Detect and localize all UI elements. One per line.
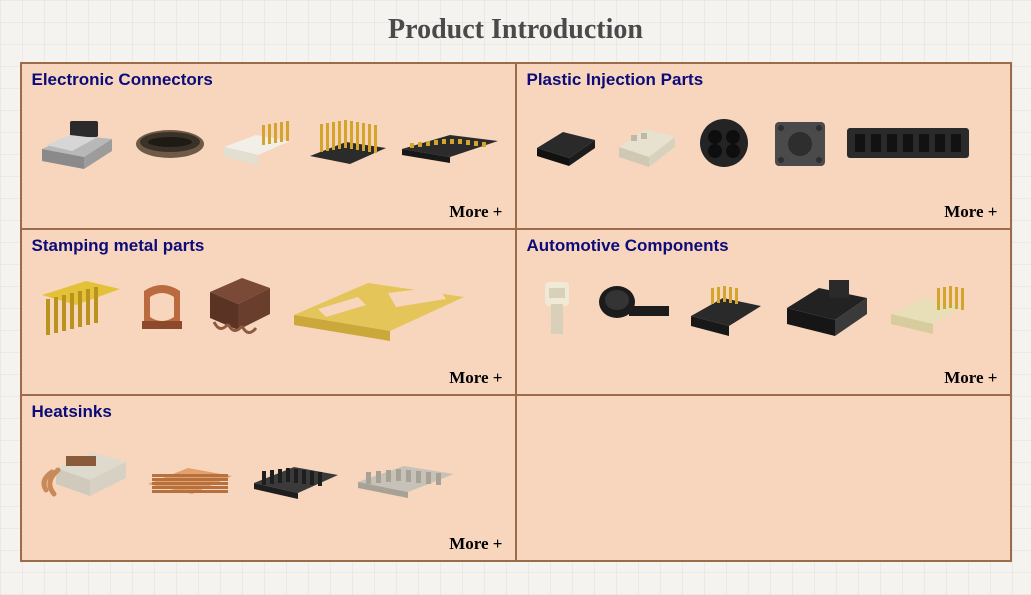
product-usb-a-silver: [36, 101, 122, 183]
cell-empty: [516, 395, 1011, 561]
product-brass-flat-frame: [288, 267, 468, 349]
product-pin-header-double-row: [306, 101, 390, 183]
cell-heatsinks: Heatsinks: [21, 395, 516, 561]
more-link[interactable]: More +: [944, 368, 997, 388]
product-black-bracket-pins: [683, 267, 769, 349]
product-copper-fin-stack: [142, 433, 238, 515]
item-row: [32, 426, 505, 522]
item-row: [32, 260, 505, 356]
cell-plastic-injection-parts: Plastic Injection Parts: [516, 63, 1011, 229]
cell-automotive-components: Automotive Components: [516, 229, 1011, 395]
more-link[interactable]: More +: [944, 202, 997, 222]
cell-title: Stamping metal parts: [32, 236, 505, 256]
cell-title: Electronic Connectors: [32, 70, 505, 90]
more-link[interactable]: More +: [449, 368, 502, 388]
product-usb-c-dark: [132, 101, 208, 183]
product-grid: Electronic Connectors: [20, 62, 1012, 562]
page-title: Product Introduction: [0, 14, 1031, 46]
cell-electronic-connectors: Electronic Connectors: [21, 63, 516, 229]
product-copper-heatpipe-block: [36, 433, 132, 515]
item-row: [527, 260, 1000, 356]
cell-title: Plastic Injection Parts: [527, 70, 1000, 90]
product-copper-c-clip: [134, 267, 190, 349]
product-brown-coil-shield: [200, 267, 278, 349]
more-link[interactable]: More +: [449, 202, 502, 222]
more-link[interactable]: More +: [449, 534, 502, 554]
product-black-long-module: [843, 101, 973, 183]
product-yellow-pin-rake: [36, 267, 124, 349]
product-white-header-gold-pins: [218, 101, 296, 183]
product-grey-square-mount: [767, 101, 833, 183]
product-black-round-sensor: [593, 267, 673, 349]
cell-title: Automotive Components: [527, 236, 1000, 256]
product-beige-header-gold: [885, 267, 971, 349]
product-beige-connector-body: [611, 101, 681, 183]
item-row: [527, 94, 1000, 190]
product-black-round-multi: [691, 101, 757, 183]
product-dark-extruded-heatsink: [248, 433, 344, 515]
product-grey-ribbed-heatsink: [354, 433, 458, 515]
product-cream-terminal: [531, 267, 583, 349]
product-dark-l-module: [779, 267, 875, 349]
cell-stamping-metal-parts: Stamping metal parts: [21, 229, 516, 395]
product-black-housing-angled: [531, 101, 601, 183]
item-row: [32, 94, 505, 190]
product-female-header-strip: [400, 101, 500, 183]
cell-title: Heatsinks: [32, 402, 505, 422]
